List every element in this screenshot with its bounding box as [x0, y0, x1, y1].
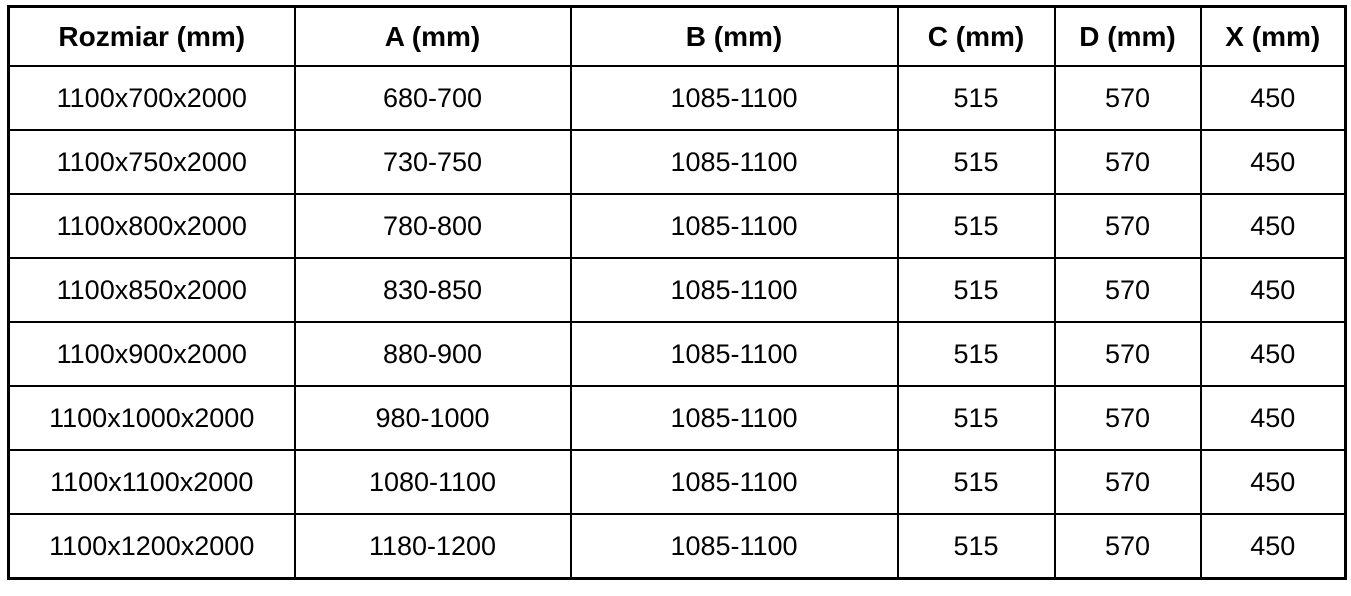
column-header-d: D (mm) — [1053, 5, 1202, 67]
table-cell-a: 1080-1100 — [293, 449, 572, 515]
column-header-a: A (mm) — [293, 5, 572, 67]
table-row: 1100x900x2000 880-900 1085-1100 515 570 450 — [7, 321, 1347, 387]
table-cell-x: 450 — [1199, 385, 1347, 451]
table-cell-rozmiar: 1100x700x2000 — [7, 65, 296, 131]
table-row: 1100x800x2000 780-800 1085-1100 515 570 450 — [7, 193, 1347, 259]
table-cell-d: 570 — [1053, 449, 1202, 515]
table-cell-x: 450 — [1199, 513, 1347, 580]
table-cell-b: 1085-1100 — [569, 65, 899, 131]
table-cell-c: 515 — [896, 129, 1056, 195]
table-cell-b: 1085-1100 — [569, 513, 899, 580]
table-cell-c: 515 — [896, 65, 1056, 131]
table-cell-x: 450 — [1199, 321, 1347, 387]
table-cell-x: 450 — [1199, 65, 1347, 131]
table-row: 1100x1000x2000 980-1000 1085-1100 515 570 450 — [7, 385, 1347, 451]
table-cell-b: 1085-1100 — [569, 385, 899, 451]
table-cell-d: 570 — [1053, 385, 1202, 451]
table-cell-x: 450 — [1199, 193, 1347, 259]
table-cell-rozmiar: 1100x900x2000 — [7, 321, 296, 387]
table-cell-rozmiar: 1100x1100x2000 — [7, 449, 296, 515]
table-cell-a: 1180-1200 — [293, 513, 572, 580]
table-cell-rozmiar: 1100x750x2000 — [7, 129, 296, 195]
table-cell-c: 515 — [896, 513, 1056, 580]
size-table-head: Rozmiar (mm) A (mm) B (mm) C (mm) D (mm) X (m… — [7, 5, 1347, 67]
table-cell-x: 450 — [1199, 257, 1347, 323]
table-cell-c: 515 — [896, 449, 1056, 515]
table-row: 1100x700x2000 680-700 1085-1100 515 570 450 — [7, 65, 1347, 131]
table-cell-x: 450 — [1199, 129, 1347, 195]
column-header-x: X (mm) — [1199, 5, 1347, 67]
column-header-rozmiar: Rozmiar (mm) — [7, 5, 296, 67]
table-cell-c: 515 — [896, 257, 1056, 323]
table-row: 1100x750x2000 730-750 1085-1100 515 570 450 — [7, 129, 1347, 195]
table-cell-a: 680-700 — [293, 65, 572, 131]
column-header-b: B (mm) — [569, 5, 899, 67]
table-cell-rozmiar: 1100x1000x2000 — [7, 385, 296, 451]
table-cell-a: 980-1000 — [293, 385, 572, 451]
table-row: 1100x850x2000 830-850 1085-1100 515 570 450 — [7, 257, 1347, 323]
table-cell-a: 830-850 — [293, 257, 572, 323]
table-row: 1100x1100x2000 1080-1100 1085-1100 515 570 45… — [7, 449, 1347, 515]
table-row: 1100x1200x2000 1180-1200 1085-1100 515 570 45… — [7, 513, 1347, 580]
table-cell-rozmiar: 1100x800x2000 — [7, 193, 296, 259]
table-cell-d: 570 — [1053, 129, 1202, 195]
size-table-head-row: Rozmiar (mm) A (mm) B (mm) C (mm) D (mm) X (m… — [7, 5, 1347, 67]
column-header-c: C (mm) — [896, 5, 1056, 67]
table-cell-c: 515 — [896, 193, 1056, 259]
table-cell-d: 570 — [1053, 65, 1202, 131]
table-cell-b: 1085-1100 — [569, 449, 899, 515]
table-cell-b: 1085-1100 — [569, 193, 899, 259]
table-cell-b: 1085-1100 — [569, 257, 899, 323]
table-cell-d: 570 — [1053, 257, 1202, 323]
table-cell-c: 515 — [896, 321, 1056, 387]
table-cell-a: 880-900 — [293, 321, 572, 387]
table-cell-c: 515 — [896, 385, 1056, 451]
table-cell-rozmiar: 1100x1200x2000 — [7, 513, 296, 580]
table-cell-d: 570 — [1053, 321, 1202, 387]
table-cell-a: 730-750 — [293, 129, 572, 195]
table-cell-x: 450 — [1199, 449, 1347, 515]
size-table: Rozmiar (mm) A (mm) B (mm) C (mm) D (mm) X (m… — [7, 5, 1347, 580]
table-cell-b: 1085-1100 — [569, 321, 899, 387]
table-cell-b: 1085-1100 — [569, 129, 899, 195]
size-table-body: 1100x700x2000 680-700 1085-1100 515 570 450 11… — [7, 65, 1347, 580]
table-cell-rozmiar: 1100x850x2000 — [7, 257, 296, 323]
table-cell-a: 780-800 — [293, 193, 572, 259]
table-cell-d: 570 — [1053, 193, 1202, 259]
table-cell-d: 570 — [1053, 513, 1202, 580]
